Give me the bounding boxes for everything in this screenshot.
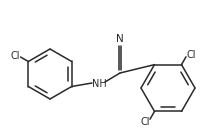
Text: Cl: Cl: [186, 50, 196, 60]
Text: NH: NH: [92, 79, 106, 89]
Text: Cl: Cl: [140, 117, 150, 127]
Text: Cl: Cl: [11, 51, 20, 61]
Text: N: N: [116, 34, 124, 44]
